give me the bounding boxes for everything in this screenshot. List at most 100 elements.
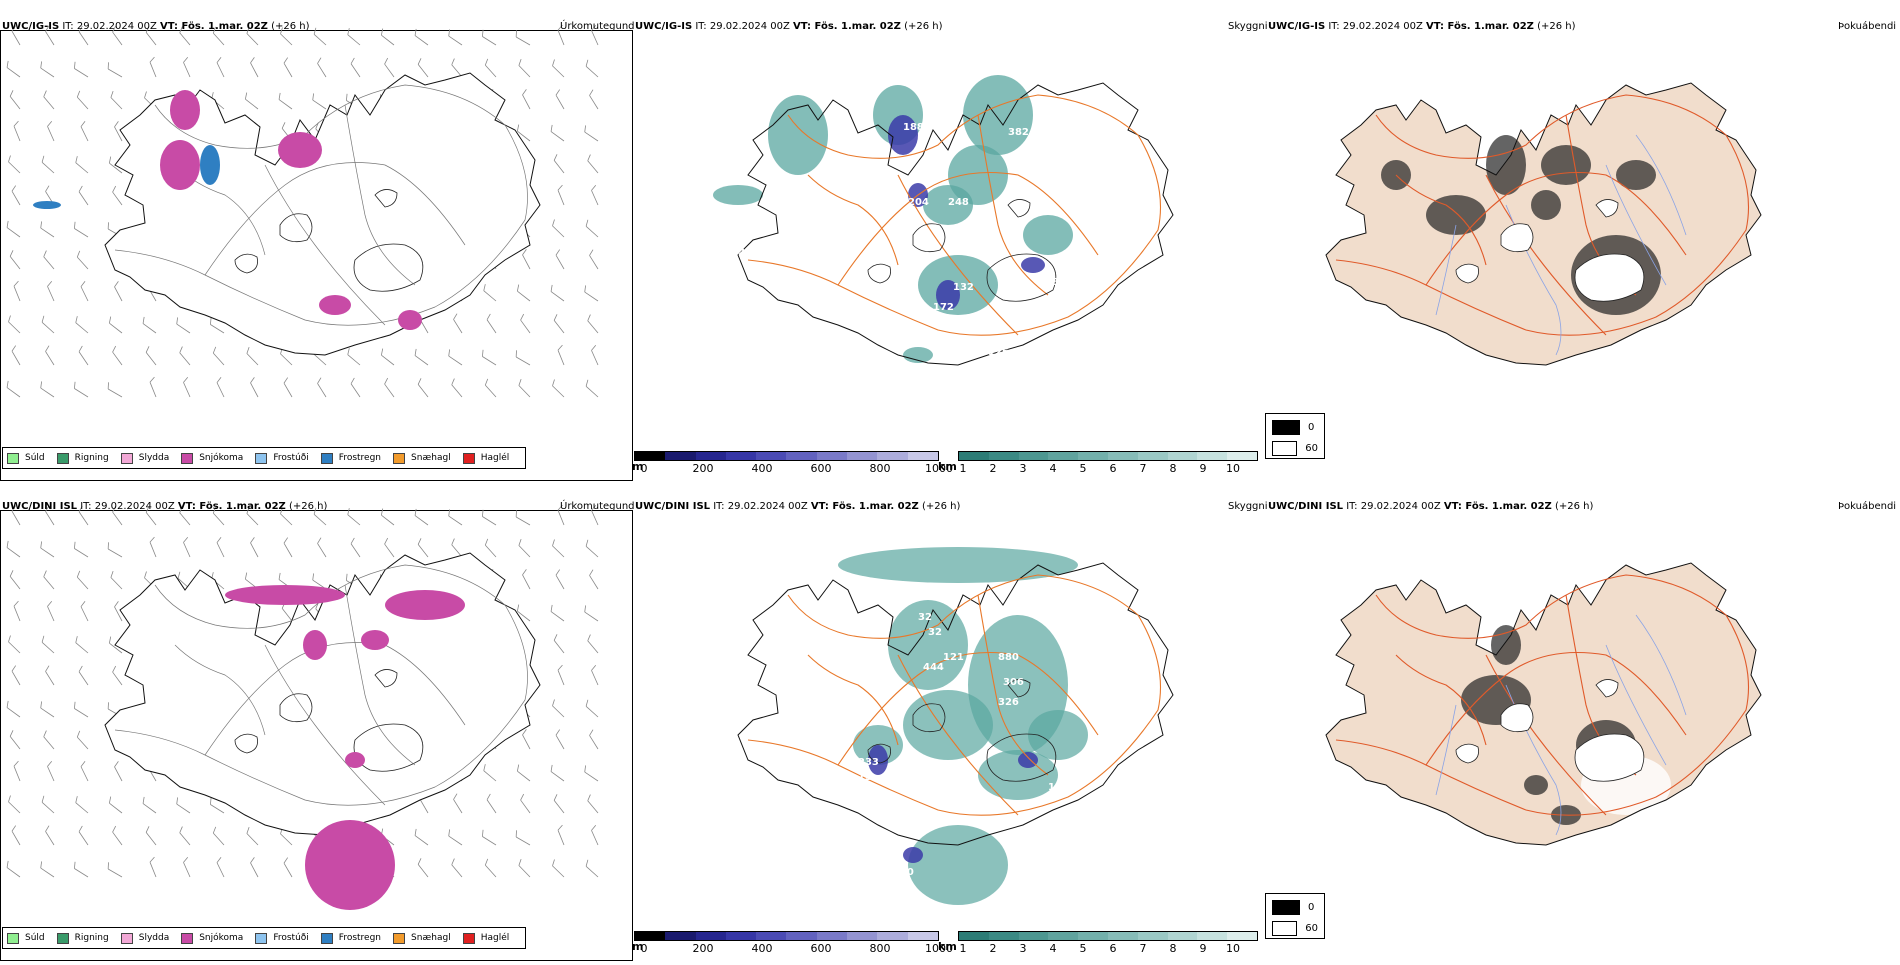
wind-barb [183,856,191,878]
legend-item: Snjókoma [181,452,243,464]
wind-barb [47,760,55,782]
precip-type-map [6,24,599,398]
wind-barb [114,281,123,302]
wind-barb [518,59,531,78]
colorbar-tick: 8 [1169,462,1177,475]
precip-type-legend: Súld Rigning Slydda Snjókoma Frostúði Frostre… [2,927,527,949]
visibility-value-label: 148 [1038,277,1059,288]
wind-barb [589,729,599,750]
glacier-outline [234,253,258,274]
wind-barb [280,27,293,46]
model-name: UWC/DINI ISL [2,501,78,512]
colorbar-tick: 400 [751,462,773,475]
legend-item: Frostregn [320,932,381,944]
init-time: IT: 29.02.2024 00Z [59,21,161,32]
road-line [114,564,528,806]
lead-time: (+26 h) [267,21,310,32]
wind-barb [78,825,89,846]
wind-barb [246,507,259,526]
colorbar-unit: m [632,460,644,473]
lead-time: (+26 h) [285,501,328,512]
legend-label: Rigning [74,453,109,463]
wind-barb [553,794,565,814]
wind-barb [350,57,361,78]
wind-barb [312,93,327,110]
visibility-value-label: 444 [923,662,944,673]
wind-barb [484,378,497,398]
road-line [264,644,386,806]
wind-barb [591,664,599,686]
init-time: IT: 29.02.2024 00Z [77,501,178,512]
wind-barb [347,508,361,526]
panel-header: UWC/IG-IS IT: 29.02.2024 00Z VT: Fös. 1.… [635,21,943,32]
legend-swatch [255,452,268,464]
wind-barb [78,505,89,526]
wind-barb [246,347,259,366]
wind-barb [384,377,395,398]
wind-barb [40,861,55,878]
very-low-visibility-area [1018,752,1038,768]
model-name: UWC/IG-IS [635,21,693,32]
wind-barb [107,862,123,878]
wind-barb [350,537,361,558]
glacier-outline [1007,199,1031,218]
wind-barb [515,30,531,46]
wind-barb [183,536,191,558]
precip-type-panel: UWC/DINI ISL IT: 29.02.2024 00Z VT: Fös.… [0,495,635,965]
snow-area [278,132,322,168]
very-low-visibility-area [936,280,960,310]
visibility-value-label: 132 [953,282,974,293]
wind-barb [557,824,565,846]
colorbar-tick: 200 [692,462,714,475]
legend-swatch [7,452,19,464]
low-visibility-area [1028,710,1088,760]
wind-barb [216,57,225,78]
visibility-value-label: 32 [928,627,942,638]
iceland-coastline [104,72,541,356]
legend-label: Súld [25,453,45,463]
colorbar-tick: 0 [640,942,648,955]
road-line [807,654,899,746]
visibility-value-label: 172 [933,302,954,313]
glacier-outline [912,703,946,733]
glacier-outline [986,253,1057,302]
wind-barb [112,665,123,686]
wind-barb [74,701,89,718]
visibility-map: 188 382 323 204 248 2 148 132 172 29 125 [713,75,1174,366]
colorbar-tick: 9 [1199,942,1207,955]
wind-barb [108,636,123,654]
visibility-value-label: 15 [858,772,872,783]
wind-barb [78,25,89,46]
colorbar-tick: 5 [1079,462,1087,475]
legend-item: Rigning [56,932,109,944]
legend-item: Frostúði [255,932,309,944]
snow-area [398,310,422,330]
glacier-outline [279,213,313,243]
wind-barb [76,90,89,110]
land-area [1326,83,1761,365]
snow-area [170,90,200,130]
wind-barb [591,24,599,46]
road-line [897,174,1019,336]
wind-barb [8,795,21,814]
wind-barb [107,62,123,78]
wind-barb [43,730,55,750]
wind-barb [244,92,259,110]
variable-title: Skyggni [1228,501,1268,512]
valid-time: VT: Fös. 1.mar. 02Z [793,21,901,32]
wind-barb [114,601,123,622]
visibility-value-label: 323 [798,192,819,203]
very-low-visibility-area [1021,257,1045,273]
wind-barb [45,505,55,526]
wind-barb [246,827,259,846]
wind-barb [283,377,293,398]
wind-barb [108,156,123,174]
visibility-value-label: 204 [908,197,929,208]
road-line [977,114,1049,296]
wind-barb [8,635,21,654]
colorbar-tick: 400 [751,942,773,955]
road-line [344,584,416,766]
colorbar-tick: 10 [1226,942,1240,955]
colorbar-tick: 800 [869,942,891,955]
